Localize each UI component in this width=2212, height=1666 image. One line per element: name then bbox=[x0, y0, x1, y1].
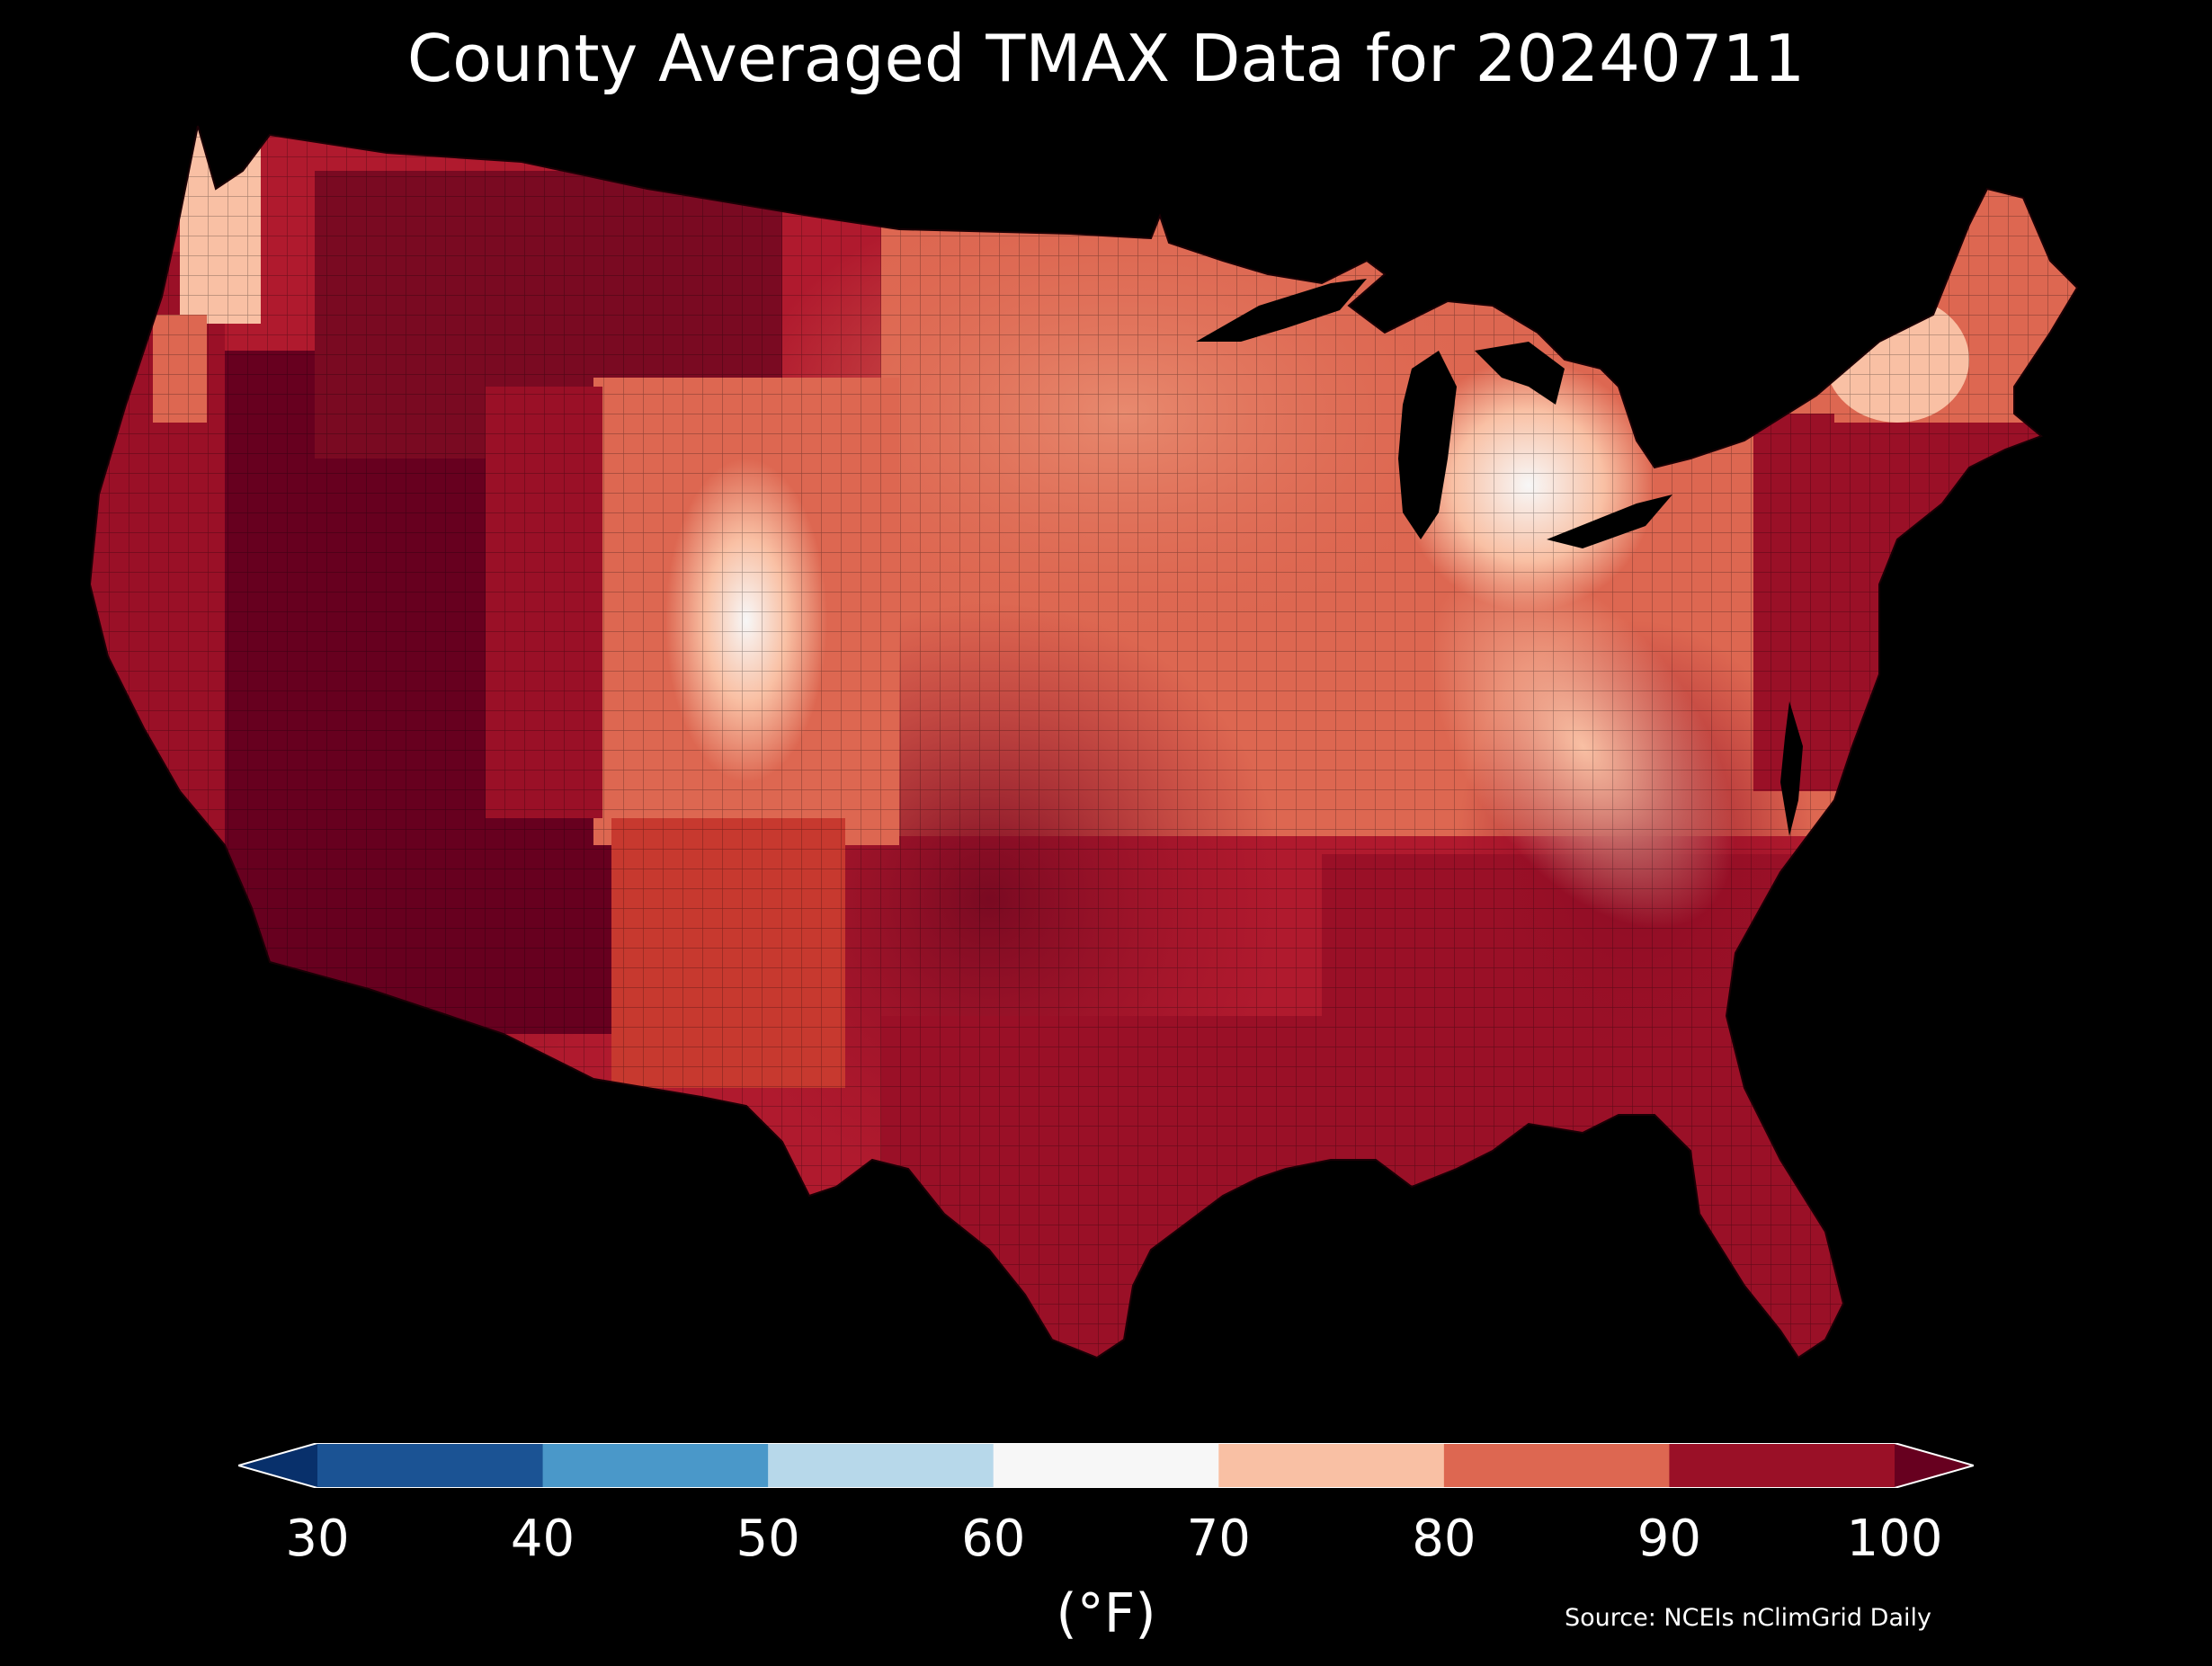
colorbar-extend-high bbox=[1895, 1443, 1974, 1488]
colorbar-tick-label: 30 bbox=[285, 1510, 350, 1568]
lake-erie bbox=[1547, 494, 1672, 548]
colorbar-tick-label: 100 bbox=[1846, 1510, 1943, 1568]
map-title: County Averaged TMAX Data for 20240711 bbox=[406, 21, 1806, 96]
colorbar-svg bbox=[238, 1443, 1974, 1488]
colorbar-tick-label: 80 bbox=[1412, 1510, 1476, 1568]
colorbar-bin bbox=[993, 1443, 1219, 1488]
colorbar-bin bbox=[542, 1443, 769, 1488]
lake-michigan bbox=[1398, 351, 1457, 539]
lake-superior bbox=[1196, 279, 1367, 342]
colorbar-extend-low bbox=[238, 1443, 317, 1488]
colorbar-tick-label: 60 bbox=[961, 1510, 1026, 1568]
colorbar-bin bbox=[1443, 1443, 1670, 1488]
map-svg bbox=[90, 125, 2078, 1359]
lake-huron bbox=[1475, 342, 1565, 405]
colorbar-tick-label: 50 bbox=[736, 1510, 800, 1568]
source-credit: Source: NCEIs nClimGrid Daily bbox=[1565, 1604, 1931, 1632]
colorbar bbox=[238, 1443, 1974, 1488]
county-fill-layer bbox=[90, 126, 2077, 1358]
colorbar-bin bbox=[1669, 1443, 1895, 1488]
chesapeake-bay bbox=[1780, 701, 1803, 836]
colorbar-tick-label: 90 bbox=[1637, 1510, 1702, 1568]
us-county-map bbox=[90, 117, 2122, 1394]
colorbar-tick-label: 40 bbox=[510, 1510, 575, 1568]
colorbar-bin bbox=[1218, 1443, 1445, 1488]
colorbar-bin bbox=[768, 1443, 995, 1488]
colorbar-tick-label: 70 bbox=[1186, 1510, 1251, 1568]
colorbar-bin bbox=[317, 1443, 544, 1488]
colorbar-unit-label: (°F) bbox=[1056, 1582, 1156, 1645]
